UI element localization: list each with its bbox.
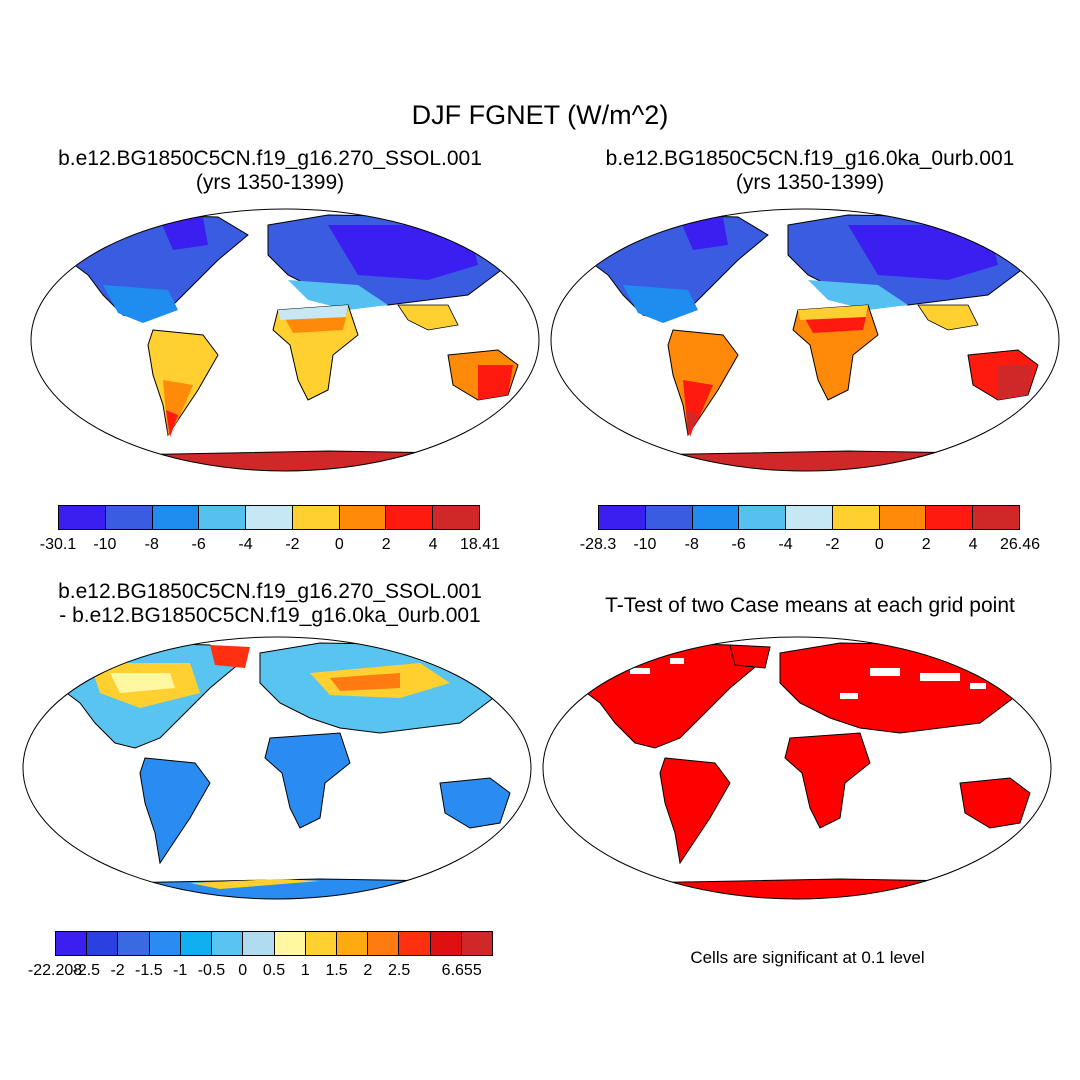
colorbar-swatch	[152, 506, 200, 529]
colorbar-tick-label: -1.5	[135, 962, 163, 979]
figure-title: DJF FGNET (W/m^2)	[411, 100, 669, 130]
colorbar-tick-label: 26.46	[999, 536, 1041, 553]
colorbar-tick-label: 1	[300, 962, 310, 979]
colorbar-swatch	[832, 506, 880, 529]
panel4-map	[542, 636, 1052, 900]
colorbar-tick-label: -22.208	[27, 962, 83, 979]
panel4-title-line1: T-Test of two Case means at each grid po…	[605, 594, 1015, 617]
colorbar-tick-label: 0.5	[262, 962, 286, 979]
colorbar-swatch	[461, 932, 493, 955]
colorbar-swatch	[399, 932, 431, 955]
colorbar-tick-label: 4	[968, 536, 978, 553]
panel2-colorbar-labels: -28.3 -10 -8 -6 -4 -2 0 2 4 26.46	[580, 536, 1040, 556]
colorbar-swatch	[973, 506, 1020, 529]
colorbar-tick-label: -2	[110, 962, 125, 979]
panel1-title: b.e12.BG1850C5CN.f19_g16.270_SSOL.001 (y…	[0, 147, 540, 195]
panel3-title-line2: - b.e12.BG1850C5CN.f19_g16.0ka_0urb.001	[59, 604, 481, 627]
colorbar-tick-label: 2.5	[388, 962, 411, 979]
colorbar-tick-label: 0	[238, 962, 248, 979]
colorbar-swatch	[180, 932, 213, 955]
colorbar-tick-label: 0	[334, 536, 344, 553]
colorbar-swatch	[87, 932, 119, 955]
panel2-colorbar	[598, 505, 1020, 530]
colorbar-swatch	[599, 506, 646, 529]
colorbar-swatch	[56, 932, 88, 955]
colorbar-tick-label: 0	[874, 536, 884, 553]
panel2-title-line1: b.e12.BG1850C5CN.f19_g16.0ka_0urb.001	[605, 147, 1015, 170]
colorbar-tick-label: -2	[825, 536, 840, 553]
panel2-title-line2: (yrs 1350-1399)	[735, 171, 885, 194]
colorbar-swatch	[305, 932, 337, 955]
colorbar-tick-label: -6	[731, 536, 746, 553]
colorbar-swatch	[786, 506, 833, 529]
colorbar-tick-label: 2	[363, 962, 373, 979]
colorbar-swatch	[645, 506, 693, 529]
significance-note: Cells are significant at 0.1 level	[690, 948, 925, 967]
panel3-title: b.e12.BG1850C5CN.f19_g16.270_SSOL.001 - …	[0, 580, 540, 628]
colorbar-tick-label: -4	[238, 536, 253, 553]
colorbar-swatch	[118, 932, 150, 955]
panel2-title: b.e12.BG1850C5CN.f19_g16.0ka_0urb.001 (y…	[540, 147, 1080, 195]
panel3-colorbar-labels: -22.208 -2.5 -2 -1.5 -1 -0.5 0 0.5 1 1.5 2 2.5 6.655	[28, 962, 493, 982]
colorbar-swatch	[926, 506, 974, 529]
colorbar-swatch	[212, 932, 244, 955]
colorbar-tick-label: -30.1	[39, 536, 77, 553]
colorbar-tick-label: -8	[684, 536, 699, 553]
colorbar-tick-label: -2	[285, 536, 300, 553]
colorbar-tick-label: -1	[173, 962, 188, 979]
colorbar-swatch	[274, 932, 306, 955]
colorbar-swatch	[430, 932, 462, 955]
colorbar-swatch	[433, 506, 480, 529]
colorbar-tick-label: -10	[93, 536, 117, 553]
colorbar-swatch	[336, 932, 369, 955]
colorbar-tick-label: 6.655	[441, 962, 482, 979]
colorbar-tick-label: -0.5	[197, 962, 226, 979]
colorbar-tick-label: 18.41	[459, 536, 501, 553]
colorbar-tick-label: 1.5	[325, 962, 348, 979]
colorbar-tick-label: -4	[778, 536, 793, 553]
colorbar-tick-label: -2.5	[72, 962, 101, 979]
colorbar-swatch	[692, 506, 740, 529]
panel3-map	[22, 636, 532, 900]
panel3-title-line1: b.e12.BG1850C5CN.f19_g16.270_SSOL.001	[58, 580, 482, 603]
colorbar-swatch	[149, 932, 181, 955]
colorbar-tick-label: 2	[921, 536, 931, 553]
colorbar-tick-label: 2	[381, 536, 391, 553]
colorbar-swatch	[368, 932, 400, 955]
colorbar-tick-label: 4	[428, 536, 438, 553]
colorbar-tick-label: -8	[144, 536, 159, 553]
panel1-colorbar	[58, 505, 480, 530]
colorbar-swatch	[246, 506, 293, 529]
colorbar-swatch	[199, 506, 247, 529]
panel1-colorbar-labels: -30.1 -10 -8 -6 -4 -2 0 2 4 18.41	[40, 536, 500, 556]
colorbar-swatch	[292, 506, 340, 529]
colorbar-swatch	[386, 506, 434, 529]
panel4-title: T-Test of two Case means at each grid po…	[540, 594, 1080, 618]
panel3-colorbar	[55, 931, 493, 956]
panel2-map	[550, 208, 1060, 472]
colorbar-swatch	[243, 932, 275, 955]
colorbar-tick-label: -6	[191, 536, 206, 553]
colorbar-swatch	[879, 506, 927, 529]
colorbar-swatch	[105, 506, 153, 529]
panel1-title-line1: b.e12.BG1850C5CN.f19_g16.270_SSOL.001	[58, 147, 482, 170]
colorbar-tick-label: -10	[633, 536, 657, 553]
colorbar-swatch	[339, 506, 387, 529]
panel1-title-line2: (yrs 1350-1399)	[195, 171, 345, 194]
colorbar-swatch	[59, 506, 106, 529]
colorbar-tick-label: -28.3	[579, 536, 617, 553]
panel1-map	[30, 208, 540, 472]
colorbar-swatch	[739, 506, 787, 529]
